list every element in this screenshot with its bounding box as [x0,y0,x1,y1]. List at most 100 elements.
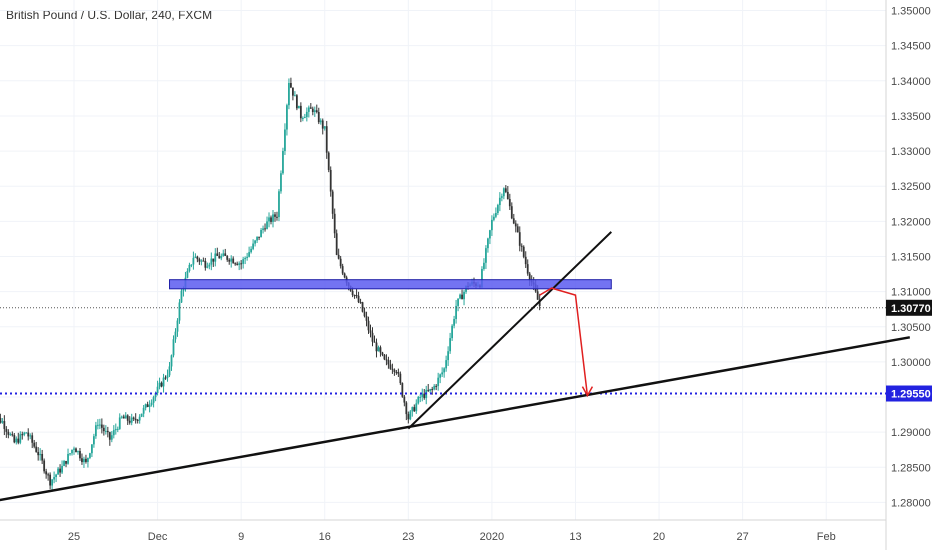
candle-body [319,120,322,123]
candle-body [327,152,330,170]
candle-body [45,471,48,475]
candle-body [126,415,129,421]
candle-body [122,416,125,419]
candle-body [182,288,185,291]
time-tick-label: 2020 [480,531,504,543]
candle-body [3,421,6,429]
candle-body [311,108,314,113]
candle-body [146,404,149,407]
candle-body [9,434,12,436]
candle-body [236,263,239,265]
candle-body [55,474,57,478]
candle-body [194,256,197,258]
candle-body [353,295,356,297]
time-tick-label: 20 [653,531,665,543]
candle-body [485,248,487,263]
candle-body [397,372,400,374]
candle-body [421,393,424,397]
candle-body [166,375,169,378]
candle-body [242,259,245,264]
candle-body [510,206,513,219]
candle-body [210,258,213,265]
candle-body [17,438,20,443]
time-tick-label: Feb [817,531,836,543]
projection-arrow [539,287,589,396]
candle-body [232,258,235,264]
candle-body [351,290,354,296]
candle-body [423,393,426,399]
candle-body [140,413,143,417]
candle-body [57,468,59,475]
candle-body [134,418,137,420]
candle-body [303,117,306,119]
candle-body [244,257,247,260]
time-tick-label: 13 [569,531,581,543]
candle-body [53,477,55,480]
candle-body [190,264,193,266]
candle-body [23,432,26,435]
candle-body [491,219,493,231]
price-tick-label: 1.31500 [891,251,931,263]
candle-body [13,435,16,443]
candle-body [73,448,75,450]
candle-body [447,351,450,361]
candle-body [325,126,328,153]
candle-body [67,453,69,464]
last-price-label-bg [886,299,932,316]
candle-body [463,291,465,300]
candle-body [286,105,288,130]
candle-body [226,255,229,260]
support-price-label: 1.29550 [891,389,931,401]
candle-body [192,257,195,265]
candle-body [29,435,32,437]
candle-body [120,416,123,418]
candle-body [102,427,105,432]
candle-body [313,110,316,113]
candle-body [204,260,207,268]
candle-body [260,229,262,238]
candle-body [79,451,81,459]
candle-body [481,268,483,288]
candle-body [393,369,396,372]
candle-body [498,197,501,206]
candle-body [489,230,491,239]
candle-body [254,240,256,244]
price-tick-label: 1.28500 [891,462,931,474]
candle-body [280,173,282,192]
candle-body [1,421,4,423]
candle-body [268,217,270,222]
candle-body [49,474,52,486]
candle-body [288,83,290,106]
candle-body [108,432,111,440]
candle-body [417,396,420,404]
candle-body [514,223,517,227]
candle-body [214,253,217,262]
candle-body [15,438,18,443]
candle-body [200,260,203,262]
short-trendline [407,231,612,430]
candle-body [186,270,189,278]
support-price-label-bg [886,385,932,402]
candle-body [522,246,525,257]
candle-body [100,424,103,428]
candle-body [212,258,215,262]
candle-body [520,245,523,247]
candle-body [27,432,30,437]
candle-body [357,295,360,303]
time-tick-label: 27 [737,531,749,543]
candle-body [238,263,241,265]
time-tick-label: 16 [319,531,331,543]
candle-body [437,377,440,387]
candle-body [435,385,438,387]
candle-body [508,199,511,207]
candle-body [94,425,97,437]
candle-body [307,107,310,112]
candle-body [504,188,507,192]
price-tick-label: 1.33500 [891,111,931,123]
candle-body [500,196,503,198]
candle-body [343,273,346,278]
candle-body [230,258,233,262]
candle-body [457,298,459,306]
candle-body [41,453,44,461]
